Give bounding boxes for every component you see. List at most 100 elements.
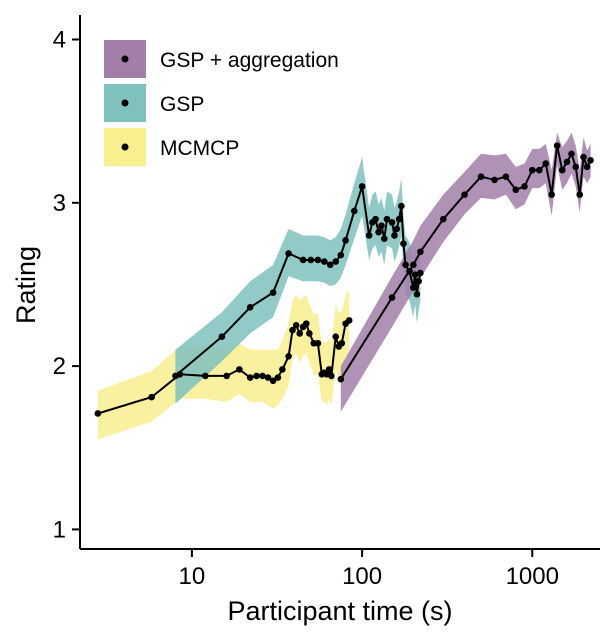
point-gsp (413, 290, 421, 298)
point-gsp (351, 207, 358, 215)
point-gsp (337, 251, 345, 259)
point-gsp-aggregation (587, 157, 594, 164)
point-gsp (321, 258, 328, 265)
point-gsp-aggregation (536, 166, 543, 174)
y-tick-label: 1 (53, 516, 66, 543)
x-tick-label: 100 (342, 563, 382, 590)
point-gsp-aggregation (576, 191, 584, 198)
legend: GSP + aggregation GSP MCMCP (104, 40, 339, 166)
point-gsp (415, 277, 422, 285)
legend-label: GSP (160, 93, 204, 116)
point-gsp (332, 258, 340, 265)
legend-marker (121, 99, 129, 107)
point-mcmcp (274, 374, 282, 381)
point-mcmcp (269, 377, 277, 385)
point-gsp (218, 333, 226, 341)
point-gsp-aggregation (461, 191, 468, 198)
point-gsp-aggregation (528, 166, 536, 174)
point-mcmcp (148, 393, 155, 401)
legend-label: MCMCP (160, 137, 239, 160)
point-gsp (383, 215, 391, 223)
point-mcmcp (246, 374, 254, 381)
legend-item-gsp-aggregation: GSP + aggregation (104, 40, 339, 78)
point-gsp-aggregation (558, 166, 566, 174)
point-gsp-aggregation (502, 173, 510, 180)
y-axis-title: Rating (11, 246, 41, 324)
series-points (94, 142, 594, 417)
point-gsp (406, 268, 413, 275)
point-mcmcp (202, 372, 209, 380)
point-gsp (358, 183, 366, 190)
x-axis-ticks: 10 100 1000 (179, 549, 559, 590)
point-gsp (400, 240, 407, 247)
point-gsp (378, 222, 385, 229)
point-gsp-aggregation (388, 294, 396, 301)
point-gsp-aggregation (572, 163, 580, 171)
point-gsp-aggregation (417, 248, 424, 256)
point-gsp-aggregation (521, 183, 528, 190)
point-gsp-aggregation (337, 375, 345, 383)
point-mcmcp (279, 366, 286, 373)
confidence-bands (97, 132, 591, 440)
y-axis-ticks: 1 2 3 4 (53, 26, 80, 543)
point-mcmcp (328, 372, 335, 380)
point-gsp (398, 202, 405, 210)
point-mcmcp (332, 333, 340, 341)
x-tick-label: 10 (179, 563, 206, 590)
point-mcmcp (325, 366, 333, 373)
point-gsp (411, 271, 419, 278)
point-mcmcp (94, 410, 102, 417)
band-gsp (175, 157, 421, 404)
point-gsp-aggregation (580, 153, 587, 161)
line-gsp-aggregation (339, 145, 592, 380)
point-gsp (395, 215, 403, 223)
point-mcmcp (289, 326, 296, 334)
point-gsp-aggregation (553, 142, 561, 149)
point-gsp-aggregation (439, 215, 447, 223)
point-gsp (342, 237, 349, 244)
legend-label: GSP + aggregation (160, 49, 339, 72)
point-gsp (314, 256, 322, 264)
point-gsp (375, 228, 382, 236)
point-gsp (391, 232, 398, 239)
y-tick-label: 3 (53, 190, 66, 217)
point-mcmcp (176, 370, 184, 378)
point-gsp-aggregation (491, 176, 498, 184)
point-gsp (365, 232, 373, 239)
point-gsp (299, 256, 307, 264)
point-gsp (326, 261, 334, 269)
x-tick-label: 1000 (506, 563, 559, 590)
point-mcmcp (259, 372, 266, 380)
point-gsp-aggregation (548, 191, 555, 198)
point-mcmcp (306, 330, 313, 337)
point-gsp-aggregation (477, 173, 485, 180)
point-mcmcp (285, 353, 292, 360)
point-gsp (410, 284, 417, 292)
point-gsp-aggregation (583, 163, 591, 171)
point-gsp (307, 256, 315, 264)
legend-marker (121, 143, 129, 151)
point-mcmcp (302, 320, 310, 327)
x-axis-title: Participant time (s) (227, 596, 452, 626)
point-mcmcp (292, 321, 300, 329)
point-gsp (269, 289, 277, 296)
band-mcmcp (97, 291, 350, 440)
point-mcmcp (338, 339, 346, 347)
legend-item-mcmcp: MCMCP (104, 128, 239, 166)
point-mcmcp (314, 339, 322, 347)
point-gsp-aggregation (542, 160, 550, 167)
point-gsp (402, 261, 409, 269)
point-mcmcp (264, 374, 272, 381)
point-gsp (246, 304, 254, 311)
point-gsp-aggregation (410, 261, 417, 269)
point-mcmcp (296, 330, 304, 337)
point-mcmcp (253, 372, 260, 380)
point-gsp-aggregation (568, 150, 575, 158)
point-mcmcp (236, 366, 243, 373)
y-tick-label: 2 (53, 353, 66, 380)
point-gsp-aggregation (563, 158, 571, 166)
point-gsp (388, 219, 396, 226)
point-mcmcp (223, 372, 230, 380)
